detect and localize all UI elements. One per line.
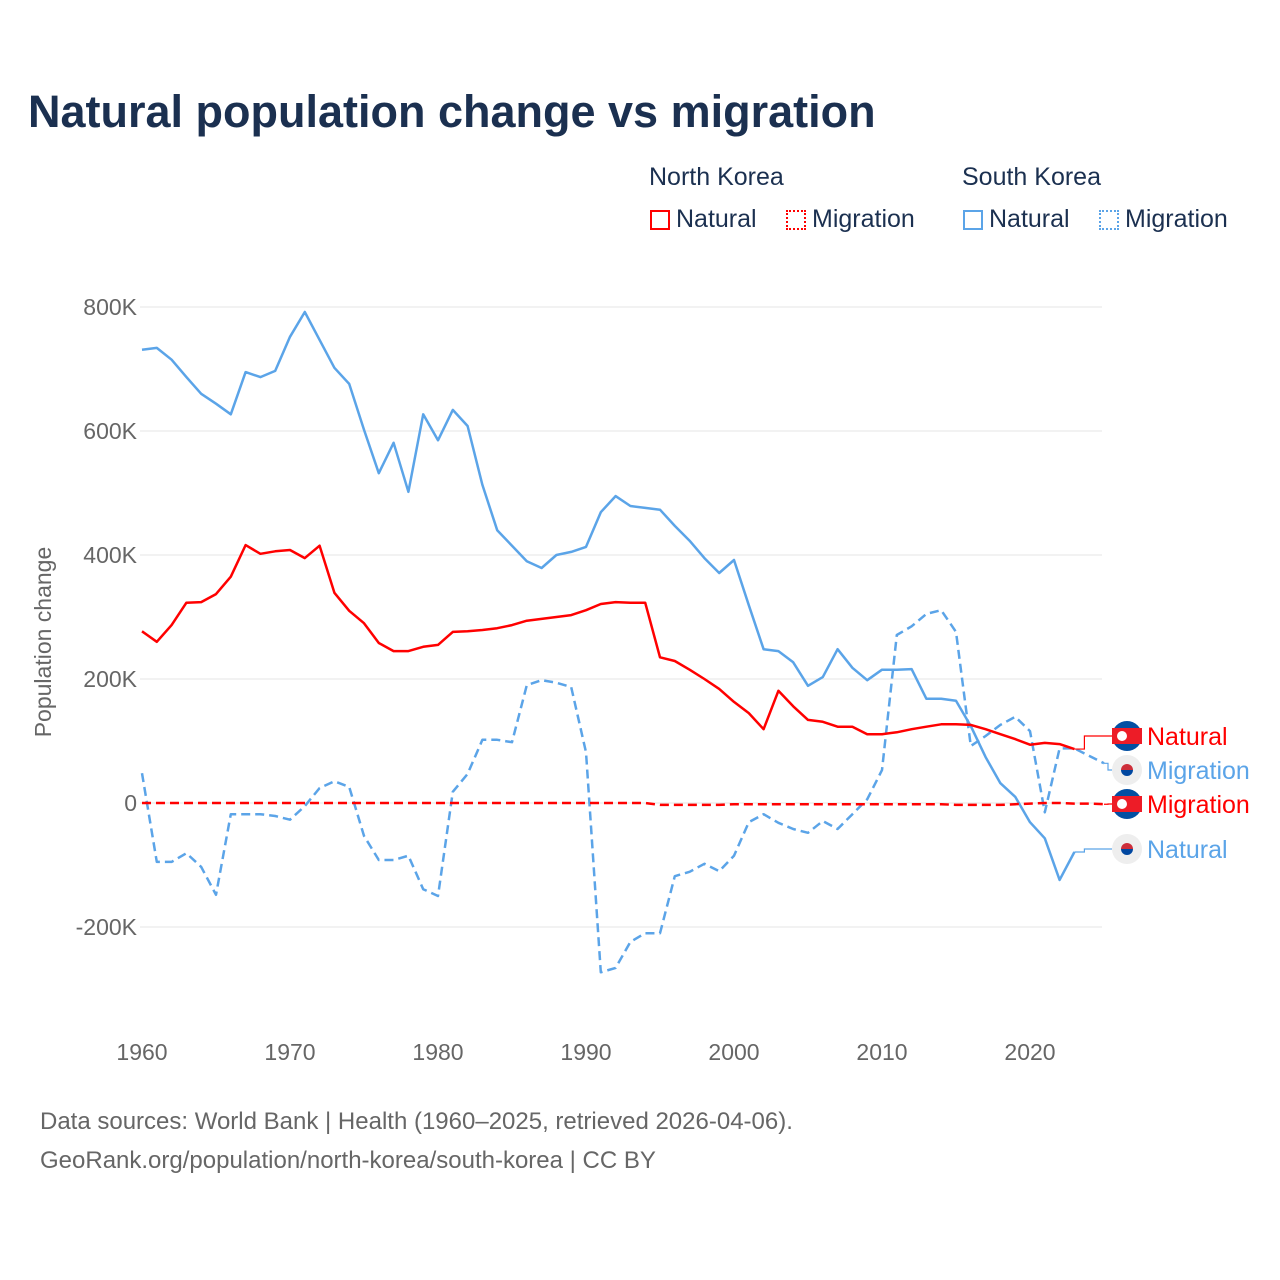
legend-label: Migration: [812, 205, 915, 233]
legend-label: Migration: [1125, 205, 1228, 233]
legend-sk-migration[interactable]: Migration: [1099, 205, 1228, 234]
flag-taegeuk: [1121, 764, 1133, 770]
series-line-north-korea-migration: [142, 801, 1105, 807]
y-tick-label: 800K: [83, 294, 137, 320]
solid-swatch-icon: [650, 209, 670, 230]
end-label: Migration: [1147, 791, 1250, 819]
x-tick-label: 1960: [116, 1039, 167, 1065]
label-leader-line: [1104, 762, 1112, 771]
x-tick-label: 2010: [856, 1039, 907, 1065]
x-tick-label: 2020: [1004, 1039, 1055, 1065]
y-tick-label: -200K: [76, 914, 138, 940]
dotted-swatch-icon: [1099, 209, 1119, 230]
x-tick-label: 1970: [264, 1039, 315, 1065]
dotted-swatch-icon: [786, 209, 806, 230]
flag-taegeuk: [1121, 770, 1133, 776]
x-tick-label: 2000: [708, 1039, 759, 1065]
footer-link[interactable]: GeoRank.org/population/north-korea/south…: [40, 1147, 656, 1174]
x-tick-label: 1990: [560, 1039, 611, 1065]
legend-label: Natural: [989, 205, 1070, 233]
legend-nk-natural[interactable]: Natural: [650, 205, 757, 234]
y-tick-label: 400K: [83, 542, 137, 568]
y-tick-label: 0: [124, 790, 137, 816]
legend-group-south-korea: South Korea: [962, 163, 1101, 191]
x-tick-label: 1980: [412, 1039, 463, 1065]
legend-group-north-korea: North Korea: [649, 163, 784, 191]
series-line-south-korea-migration: [140, 608, 1105, 974]
flag-taegeuk: [1121, 843, 1133, 849]
label-leader-line: [1074, 848, 1112, 853]
end-label: Natural: [1147, 836, 1228, 864]
solid-swatch-icon: [963, 209, 983, 230]
y-tick-label: 200K: [83, 666, 137, 692]
y-axis-label: Population change: [30, 547, 56, 738]
footer-source: Data sources: World Bank | Health (1960–…: [40, 1108, 793, 1135]
flag-star: [1117, 799, 1127, 809]
end-label: Migration: [1147, 757, 1250, 785]
series-line-south-korea-natural: [141, 310, 1076, 882]
legend-nk-migration[interactable]: Migration: [786, 205, 915, 234]
label-leader-line: [1074, 735, 1112, 750]
end-label: Natural: [1147, 723, 1228, 751]
series-line-north-korea-natural: [141, 543, 1075, 751]
legend-label: Natural: [676, 205, 757, 233]
flag-star: [1117, 731, 1127, 741]
chart-title: Natural population change vs migration: [28, 86, 876, 137]
flag-taegeuk: [1121, 849, 1133, 855]
legend-sk-natural[interactable]: Natural: [963, 205, 1070, 234]
y-tick-label: 600K: [83, 418, 137, 444]
